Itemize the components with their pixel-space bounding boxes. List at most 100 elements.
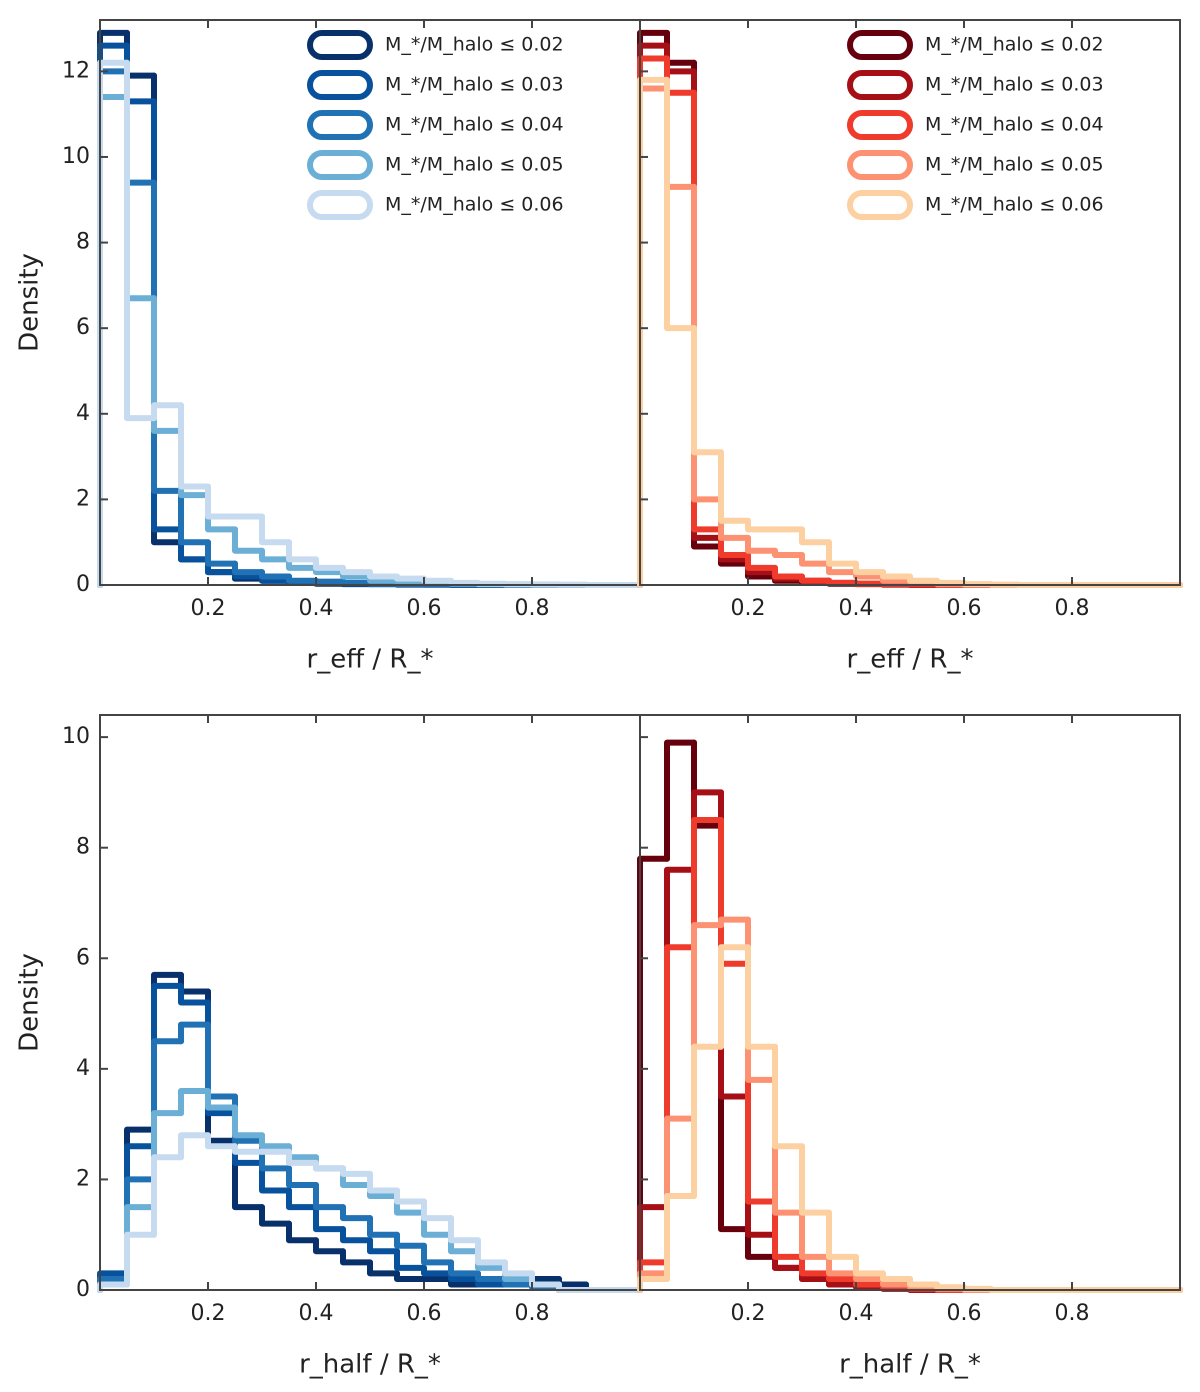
histogram-step bbox=[340, 1248, 373, 1266]
histogram-step bbox=[664, 42, 697, 75]
legend-label: M_*/M_halo ≤ 0.02 bbox=[385, 34, 564, 56]
histogram-step bbox=[745, 1093, 778, 1238]
histogram-step bbox=[448, 1215, 481, 1244]
histogram-step bbox=[637, 1275, 670, 1293]
histogram-step bbox=[97, 94, 130, 588]
x-tick-label: 0.4 bbox=[299, 596, 334, 621]
legend-swatch bbox=[307, 30, 373, 60]
histogram-step bbox=[799, 1253, 832, 1277]
histogram-step bbox=[286, 1220, 319, 1244]
histogram-step bbox=[799, 573, 832, 584]
x-tick-label: 0.8 bbox=[1055, 596, 1090, 621]
y-tick-label: 10 bbox=[62, 724, 90, 749]
legend-label: M_*/M_halo ≤ 0.02 bbox=[925, 34, 1104, 56]
x-tick-label: 0.8 bbox=[515, 596, 550, 621]
histogram-step bbox=[664, 944, 697, 1266]
histogram-step bbox=[232, 1143, 265, 1155]
histogram-step bbox=[448, 1259, 481, 1277]
histogram-step bbox=[286, 1187, 319, 1211]
histogram-step bbox=[745, 552, 778, 571]
histogram-step bbox=[772, 1043, 805, 1150]
legend-label: M_*/M_halo ≤ 0.06 bbox=[925, 194, 1104, 216]
x-axis-label: r_half / R_* bbox=[839, 1350, 981, 1380]
histogram-step bbox=[664, 85, 697, 190]
legend-swatch bbox=[847, 110, 913, 140]
histogram-step bbox=[259, 513, 292, 546]
y-tick-label: 8 bbox=[76, 230, 90, 255]
histogram-step bbox=[502, 1259, 535, 1277]
x-tick-label: 0.4 bbox=[299, 1301, 334, 1326]
histogram-step bbox=[664, 866, 697, 1211]
histogram-step bbox=[367, 1170, 400, 1194]
histogram-step bbox=[178, 971, 211, 995]
histogram-step bbox=[205, 483, 238, 520]
legend-swatch bbox=[847, 30, 913, 60]
y-tick-label: 6 bbox=[76, 945, 90, 970]
legend-label: M_*/M_halo ≤ 0.05 bbox=[385, 154, 564, 176]
histogram-step bbox=[448, 577, 481, 586]
histogram-step bbox=[664, 1193, 697, 1282]
histogram-step bbox=[286, 539, 319, 563]
histogram-step bbox=[340, 564, 373, 576]
legend-label: M_*/M_halo ≤ 0.03 bbox=[925, 74, 1104, 96]
histogram-step bbox=[691, 89, 724, 533]
histogram-step bbox=[556, 1275, 589, 1288]
axis-frame bbox=[639, 19, 1181, 586]
histogram-step bbox=[421, 1264, 454, 1277]
x-tick-label: 0.4 bbox=[839, 1301, 874, 1326]
histogram-step bbox=[394, 573, 427, 582]
plot-area bbox=[97, 971, 643, 1293]
histogram-step bbox=[178, 1132, 211, 1161]
histogram-step bbox=[421, 575, 454, 584]
x-tick-label: 0.8 bbox=[1055, 1301, 1090, 1326]
x-axis-label: r_half / R_* bbox=[299, 1350, 441, 1380]
histogram-step bbox=[637, 85, 670, 588]
x-tick-label: 0.2 bbox=[731, 1301, 766, 1326]
histogram-step bbox=[340, 578, 373, 586]
legend-label: M_*/M_halo ≤ 0.04 bbox=[385, 114, 564, 136]
histogram-step bbox=[853, 1253, 886, 1277]
histogram-step bbox=[691, 183, 724, 503]
histogram-step bbox=[367, 1259, 400, 1277]
histogram-step bbox=[907, 573, 940, 584]
histogram-step bbox=[880, 1270, 913, 1282]
histogram-step bbox=[151, 402, 184, 422]
histogram-step bbox=[286, 1165, 319, 1188]
histogram-step bbox=[205, 1132, 238, 1150]
histogram-step bbox=[340, 1165, 373, 1177]
x-tick-label: 0.2 bbox=[191, 596, 226, 621]
histogram-step bbox=[124, 1176, 157, 1282]
histogram-step bbox=[475, 1237, 508, 1266]
histogram-step bbox=[97, 42, 130, 588]
histogram-step bbox=[691, 59, 724, 550]
histogram-step bbox=[853, 579, 886, 587]
histogram-step bbox=[124, 68, 157, 186]
histogram-step bbox=[745, 916, 778, 1083]
histogram-step bbox=[421, 1242, 454, 1266]
histogram-step bbox=[124, 1204, 157, 1288]
histogram-step bbox=[340, 1226, 373, 1244]
histogram-step bbox=[178, 982, 211, 1006]
histogram-step bbox=[691, 739, 724, 829]
histogram-step bbox=[151, 295, 184, 434]
histogram-step bbox=[637, 76, 670, 588]
histogram-step bbox=[286, 1148, 319, 1166]
histogram-step bbox=[232, 1104, 265, 1139]
legend-swatch bbox=[847, 190, 913, 220]
histogram-step bbox=[799, 552, 832, 567]
histogram-step bbox=[691, 789, 724, 873]
histogram-step bbox=[259, 1132, 292, 1150]
histogram-step bbox=[637, 855, 670, 1293]
histogram-step bbox=[637, 55, 670, 588]
histogram-step bbox=[151, 98, 184, 533]
histogram-step bbox=[772, 547, 805, 559]
histogram-step bbox=[637, 42, 670, 588]
histogram-step bbox=[313, 1181, 346, 1211]
histogram-step bbox=[664, 76, 697, 332]
histogram-step bbox=[97, 59, 130, 588]
histogram-step bbox=[259, 569, 292, 580]
y-tick-label: 4 bbox=[76, 1056, 90, 1081]
histogram-step bbox=[745, 1226, 778, 1260]
histogram-step bbox=[178, 1087, 211, 1117]
histogram-step bbox=[367, 1237, 400, 1255]
